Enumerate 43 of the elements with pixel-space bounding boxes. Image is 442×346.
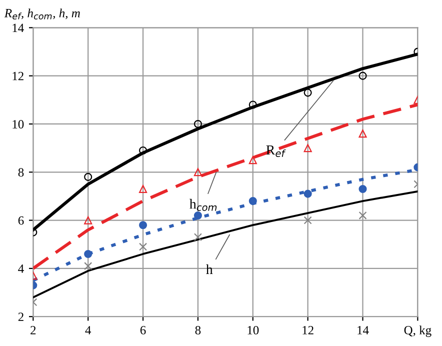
point — [84, 216, 92, 224]
point — [248, 156, 257, 164]
point — [358, 72, 367, 80]
point — [138, 184, 148, 194]
y-axis-title: R$_{ef}$, h$_{com}$, h, m — [4, 8, 80, 20]
annotation: h$_{com}$ — [190, 198, 217, 211]
y-tick-label: 14 — [12, 24, 24, 32]
point — [84, 250, 92, 258]
point — [194, 211, 202, 220]
x-tick-label: 14 — [358, 326, 369, 334]
line-series — [33, 190, 418, 298]
point — [194, 233, 202, 242]
point — [358, 184, 367, 194]
x-tick-label: 6 — [140, 326, 146, 334]
y-tick-label: 6 — [18, 216, 24, 225]
point — [248, 197, 257, 206]
x-tick-label: 10 — [248, 326, 259, 334]
point — [84, 262, 92, 270]
point — [248, 100, 257, 109]
point — [194, 120, 202, 128]
y-tick-label: 10 — [12, 120, 24, 128]
annotation: h — [206, 264, 213, 274]
point — [138, 221, 148, 230]
point — [358, 130, 367, 138]
point — [84, 172, 92, 181]
point — [304, 144, 312, 152]
x-tick-label: 8 — [195, 326, 201, 334]
point — [358, 211, 367, 220]
x-tick-label: Q, kg — [404, 326, 432, 337]
x-tick-label: 2 — [30, 326, 36, 334]
point — [138, 242, 148, 251]
point — [304, 88, 312, 97]
annotation: R$_{ef}$ — [266, 145, 286, 157]
x-tick-label: 12 — [302, 326, 314, 334]
point — [138, 146, 148, 154]
y-tick-label: 2 — [18, 312, 24, 321]
y-tick-label: 4 — [18, 264, 24, 273]
x-tick-label: 4 — [85, 326, 92, 334]
y-tick-label: 12 — [12, 72, 24, 80]
point — [194, 168, 202, 176]
point — [304, 216, 312, 224]
y-tick-label: 8 — [18, 168, 24, 177]
point — [304, 190, 312, 198]
